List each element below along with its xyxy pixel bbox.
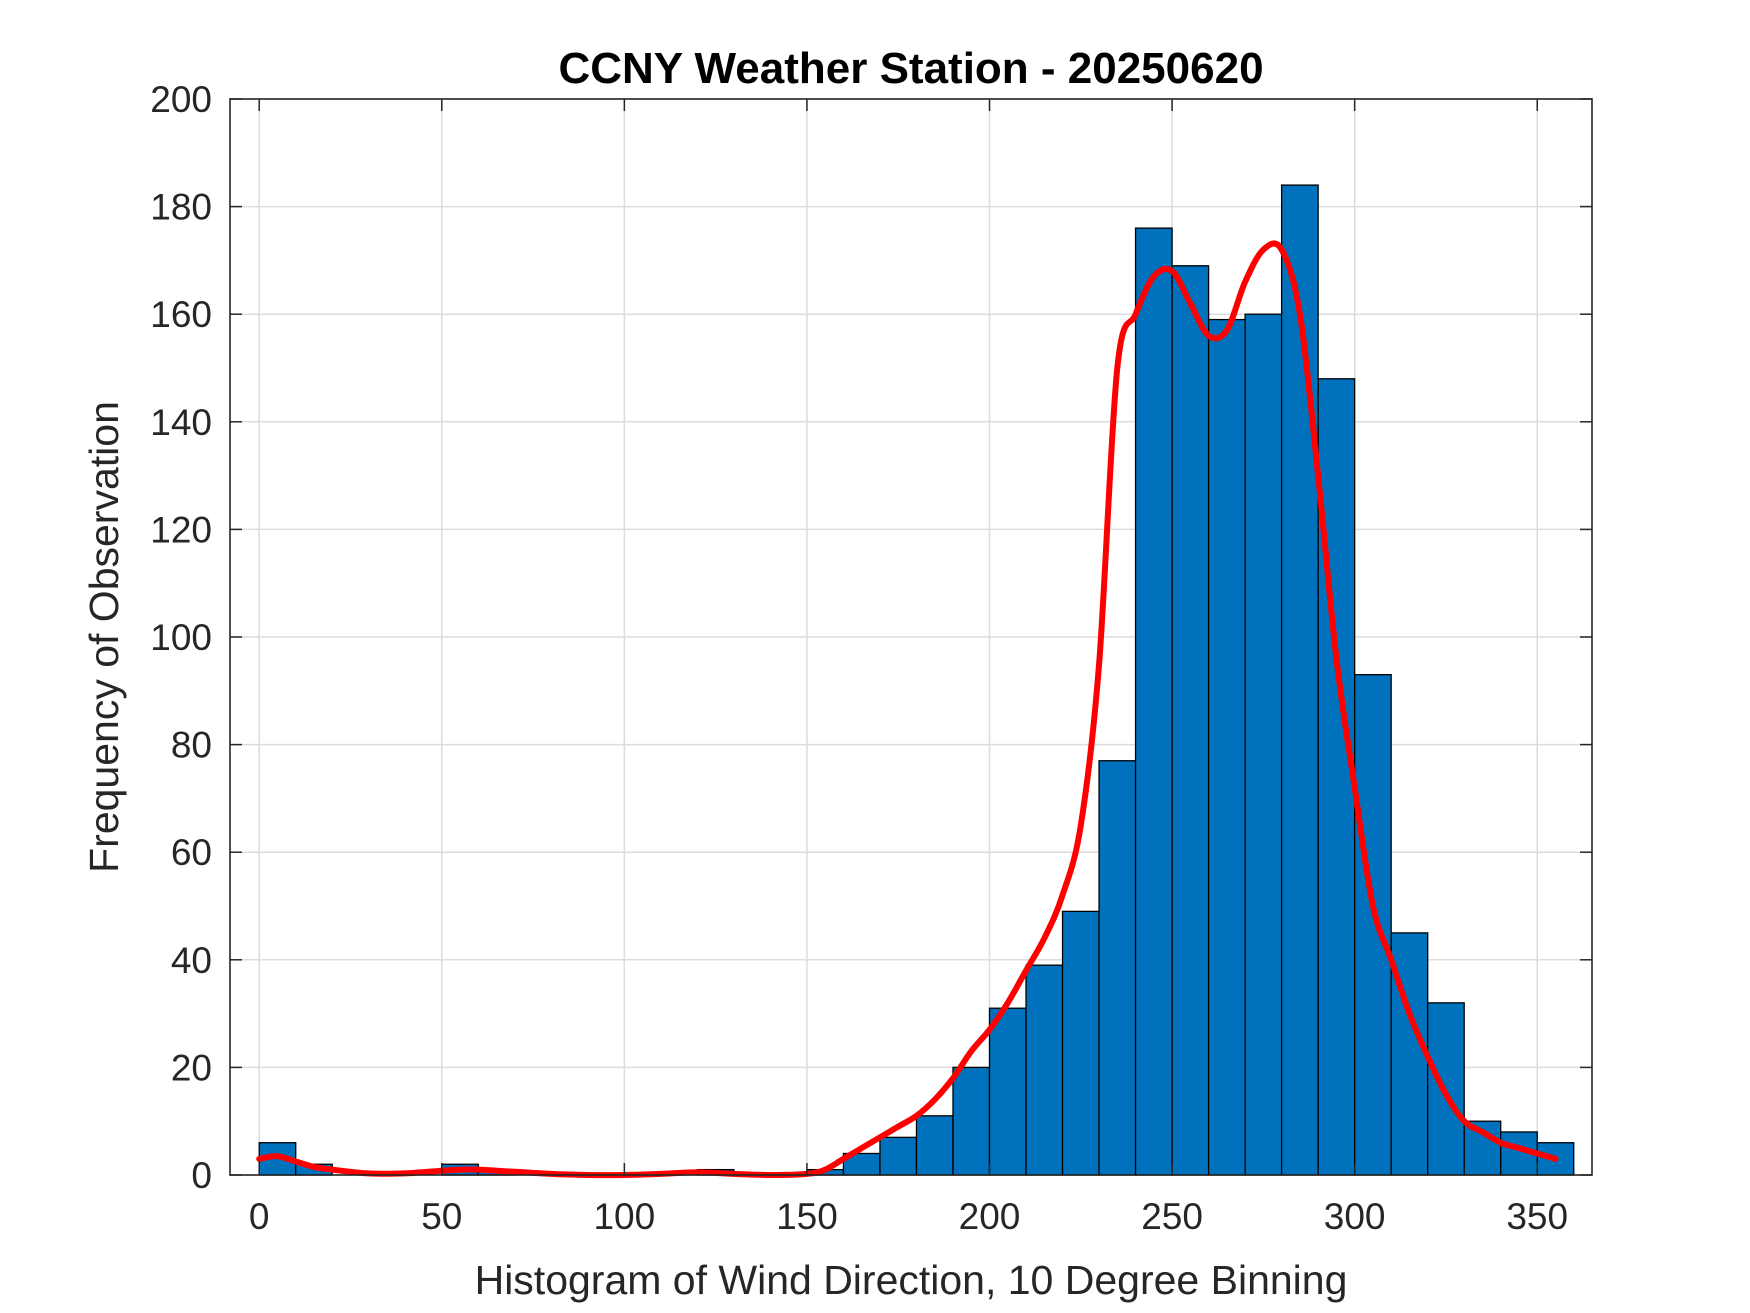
x-tick-label: 0 (249, 1196, 270, 1237)
y-tick-label: 100 (150, 617, 212, 658)
histogram-bar (1354, 674, 1392, 1176)
histogram-bar (952, 1066, 991, 1176)
density-fit-curve (256, 240, 1559, 1179)
histogram-bar (988, 1007, 1027, 1176)
histogram-bar (1061, 910, 1100, 1176)
y-tick-label: 120 (150, 509, 212, 550)
histogram-bar (915, 1115, 954, 1176)
y-tick-label: 80 (171, 725, 212, 766)
histogram-bar (1098, 760, 1137, 1176)
y-tick-label: 20 (171, 1047, 212, 1088)
histogram-bars (258, 184, 1575, 1176)
x-tick-label: 150 (776, 1196, 838, 1237)
y-tick-label: 40 (171, 940, 212, 981)
x-tick-label: 200 (959, 1196, 1021, 1237)
density-curve-layer (256, 240, 1559, 1179)
y-tick-label: 160 (150, 294, 212, 335)
y-tick-label: 180 (150, 187, 212, 228)
histogram-bar (1317, 378, 1356, 1176)
histogram-bar (1207, 318, 1246, 1176)
histogram-bar (1134, 227, 1173, 1176)
axis-ticks: 0 50 100 150 200 250 300 350 0 20 40 60 80 100 120 140 1… (150, 79, 1592, 1237)
chart-title: CCNY Weather Station - 20250620 (558, 44, 1263, 93)
y-tick-label: 200 (150, 79, 212, 120)
x-axis-label: Histogram of Wind Direction, 10 Degree B… (475, 1257, 1348, 1303)
x-tick-label: 350 (1506, 1196, 1568, 1237)
histogram-bar (1171, 265, 1210, 1176)
histogram-bar (1244, 313, 1283, 1176)
x-tick-label: 250 (1141, 1196, 1203, 1237)
x-tick-label: 300 (1324, 1196, 1386, 1237)
y-tick-label: 0 (191, 1155, 212, 1196)
y-axis-label: Frequency of Observation (81, 401, 127, 873)
x-tick-label: 100 (593, 1196, 655, 1237)
histogram-bar (879, 1136, 918, 1176)
histogram-bar (1536, 1142, 1575, 1176)
x-tick-label: 50 (421, 1196, 462, 1237)
histogram-bar (1025, 964, 1064, 1176)
y-tick-label: 140 (150, 402, 212, 443)
y-tick-label: 60 (171, 832, 212, 873)
